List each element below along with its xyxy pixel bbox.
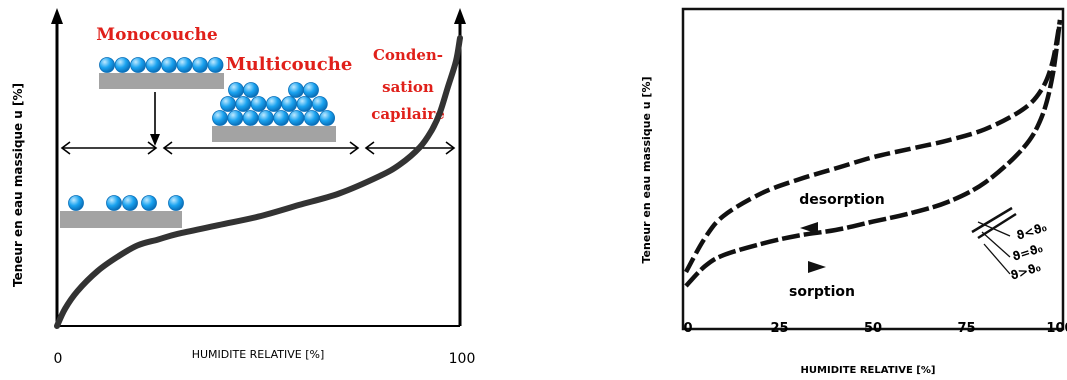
monocouche-label: Monocouche <box>96 25 218 45</box>
molecule-sphere <box>212 110 228 126</box>
multicouche-substrate <box>212 126 336 142</box>
x-tick-label: 0 <box>683 321 692 336</box>
molecule-sphere <box>243 82 259 98</box>
molecule-sphere <box>281 96 298 112</box>
molecule-sphere <box>242 110 259 126</box>
molecule-sphere <box>296 96 313 112</box>
molecule-sphere <box>141 195 157 211</box>
desorption-label: desorption <box>799 192 884 208</box>
molecule-sphere <box>161 57 177 73</box>
desorption-direction-arrow <box>800 222 818 234</box>
multicouche-label: Multicouche <box>226 54 353 75</box>
molecule-sphere <box>257 110 274 126</box>
y-axis-label: Teneur en eau massique u [%] <box>11 83 25 287</box>
molecule-sphere <box>273 110 290 126</box>
x-ticks: 0 25 50 75 100 <box>683 321 1067 336</box>
x-tick-label: 50 <box>864 321 882 336</box>
x-axis-label: HUMIDITE RELATIVE [%] <box>192 348 325 361</box>
theta-cluster <box>971 206 1017 240</box>
theta-label-less: ϑ<ϑ₀ <box>1015 220 1049 243</box>
plot-frame <box>681 7 1065 331</box>
molecule-sphere <box>220 96 236 112</box>
molecule-sphere <box>250 96 267 112</box>
condensation-label-line3: capilaire <box>371 105 445 123</box>
sorption-curve <box>684 19 1063 288</box>
x-tick-label: 25 <box>770 321 788 336</box>
molecule-sphere <box>288 82 304 98</box>
molecule-sphere <box>235 96 252 112</box>
molecule-sphere <box>68 195 84 211</box>
molecule-sphere <box>168 195 184 211</box>
sorption-label: sorption <box>789 284 855 300</box>
x-axis-label: HUMIDITE RELATIVE [%] <box>801 365 936 376</box>
molecule-sphere <box>99 57 115 73</box>
adsorption-isotherm-chart: Teneur en eau massique u [%] HUMIDITE RE… <box>11 8 475 367</box>
molecule-sphere <box>227 110 244 126</box>
molecule-sphere <box>192 57 208 73</box>
molecule-sphere <box>303 110 320 126</box>
monocouche-substrate <box>99 73 224 89</box>
condensation-label-line2: sation <box>382 78 434 96</box>
molecule-sphere <box>122 195 138 211</box>
y-axis-arrow <box>51 8 63 24</box>
molecule-sphere <box>176 57 193 73</box>
isotherm-curve <box>54 35 463 329</box>
sorption-direction-arrow <box>808 261 826 273</box>
theta-label-equal: ϑ=ϑ₀ <box>1011 241 1045 264</box>
right-axis-arrow <box>454 8 466 24</box>
region-arrows <box>60 141 456 155</box>
molecule-sphere <box>114 57 131 73</box>
sorption-hysteresis-chart: Teneur en eau massique u [%] HUMIDITE RE… <box>640 7 1067 376</box>
theta-label-greater: ϑ>ϑ₀ <box>1009 260 1043 283</box>
molecule-illustrations <box>60 57 336 228</box>
molecule-sphere <box>228 82 244 98</box>
x-tick-label: 100 <box>449 351 476 367</box>
x-tick-label: 0 <box>54 351 63 367</box>
molecule-sphere <box>311 96 328 112</box>
molecule-sphere <box>130 57 146 73</box>
desorption-curve <box>684 19 1063 274</box>
x-tick-label: 100 <box>1046 321 1067 336</box>
molecule-sphere <box>288 110 305 126</box>
y-axis-label: Teneur en eau massique u [%] <box>640 76 653 263</box>
molecule-sphere <box>265 96 282 112</box>
theta-leader-lines <box>977 221 1011 275</box>
molecule-sphere <box>319 110 336 126</box>
sparse-substrate <box>60 211 182 228</box>
molecule-sphere <box>303 82 319 98</box>
molecule-sphere <box>207 57 224 73</box>
molecule-sphere <box>145 57 162 73</box>
x-tick-label: 75 <box>957 321 975 336</box>
molecule-sphere <box>106 195 122 211</box>
condensation-label-line1: Conden- <box>373 46 443 64</box>
monocouche-pointer-arrow <box>150 134 160 146</box>
